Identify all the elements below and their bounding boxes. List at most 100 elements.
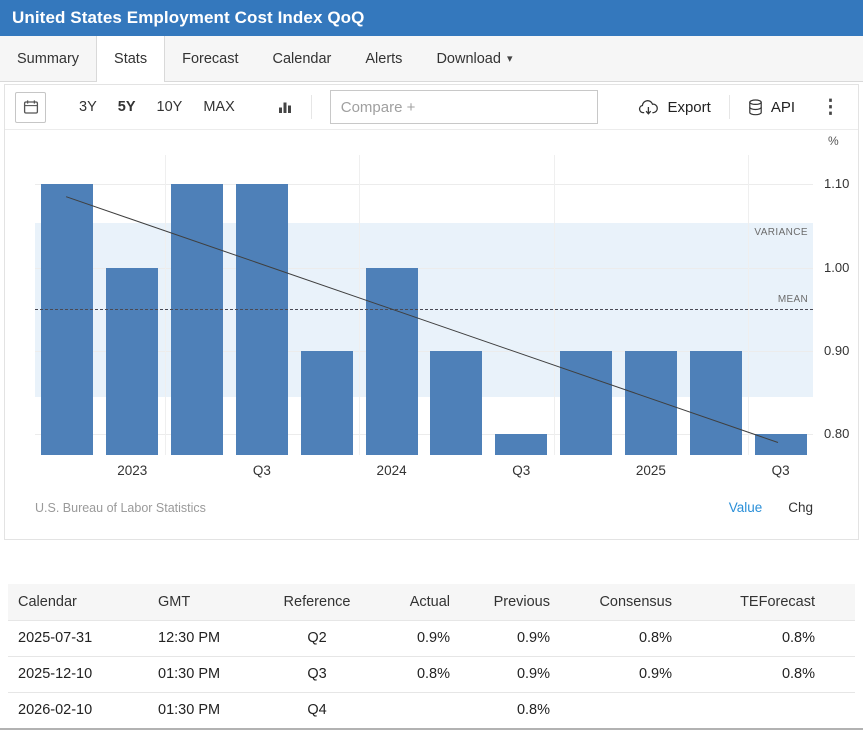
tab-calendar[interactable]: Calendar: [272, 50, 332, 67]
table-cell: 01:30 PM: [158, 666, 221, 682]
column-header-reference: Reference: [266, 584, 368, 620]
chart-bar[interactable]: [560, 350, 612, 455]
range-5y[interactable]: 5Y: [117, 99, 136, 115]
table-cell: 2025-12-10: [18, 666, 93, 682]
table-cell: [368, 692, 460, 728]
column-header-teforecast: TEForecast: [682, 584, 855, 620]
table-cell: 0.9%: [516, 666, 550, 682]
chart-legend: Value Chg: [729, 500, 813, 515]
chart-plot: VARIANCE MEAN % 2023 Q3 2024 Q3 2025 Q3 1.10 1.…: [35, 134, 849, 478]
v-gridline: [748, 155, 750, 455]
table-row[interactable]: 2025-12-10 01:30 PM Q3 0.8% 0.9% 0.9% 0.8%: [8, 656, 855, 692]
variance-label: VARIANCE: [754, 227, 808, 239]
calendar-table: Calendar GMT Reference Actual Previous Consen…: [8, 584, 855, 728]
api-label: API: [770, 98, 795, 116]
table-cell: 0.8%: [638, 630, 672, 646]
table-body: 2025-07-31 12:30 PM Q2 0.9% 0.9% 0.8% 0.8% 2025…: [8, 620, 855, 728]
x-axis-label: 2025: [635, 463, 666, 478]
chart-bar[interactable]: [365, 267, 418, 455]
api-button[interactable]: API: [748, 99, 795, 116]
calendar-table-section: Calendar GMT Reference Actual Previous Consen…: [8, 584, 855, 728]
tab-download[interactable]: Download ▾: [419, 36, 529, 81]
table-cell: Q3: [307, 666, 327, 682]
mean-line: [35, 309, 813, 311]
app-header: United States Employment Cost Index QoQ: [0, 0, 863, 36]
v-gridline: [359, 155, 361, 455]
chart-bar[interactable]: [754, 434, 807, 455]
chart-panel: 3Y 5Y 10Y MAX Export: [4, 84, 859, 540]
table-cell: 0.8%: [781, 666, 815, 682]
table-cell: 0.8%: [781, 630, 815, 646]
chart-source: U.S. Bureau of Labor Statistics: [35, 500, 206, 515]
chart-bar[interactable]: [300, 350, 353, 455]
chart-toolbar: 3Y 5Y 10Y MAX Export: [5, 85, 858, 130]
table-cell: 2025-07-31: [18, 630, 93, 646]
table-cell: 0.8%: [416, 666, 450, 682]
chart-bar[interactable]: [106, 267, 159, 455]
v-gridline: [164, 155, 166, 455]
export-button[interactable]: Export: [638, 98, 711, 116]
chart-type-button[interactable]: [277, 99, 293, 115]
table-cell: 0.8%: [516, 702, 550, 719]
table-row[interactable]: 2025-07-31 12:30 PM Q2 0.9% 0.9% 0.8% 0.8%: [8, 620, 855, 656]
legend-chg[interactable]: Chg: [788, 500, 813, 515]
range-3y[interactable]: 3Y: [79, 99, 97, 115]
y-axis-label: 0.90: [824, 342, 850, 358]
table-cell: 12:30 PM: [158, 630, 221, 646]
range-max[interactable]: MAX: [203, 99, 235, 115]
tab-download-label: Download: [436, 50, 501, 67]
chart-bar[interactable]: [624, 350, 677, 455]
chart-bar[interactable]: [41, 184, 94, 455]
column-header-calendar: Calendar: [8, 584, 148, 620]
chevron-down-icon: ▾: [506, 53, 513, 65]
x-axis-label: Q3: [512, 463, 531, 478]
tab-stats[interactable]: Stats: [97, 36, 166, 82]
table-row[interactable]: 2026-02-10 01:30 PM Q4 0.8%: [8, 692, 855, 728]
chart-bar[interactable]: [430, 350, 483, 455]
chart-bar[interactable]: [495, 434, 548, 455]
x-axis-label: 2024: [376, 463, 407, 478]
bar-chart-icon: [278, 102, 291, 113]
y-axis-label: 1.00: [824, 259, 850, 275]
y-axis-label: 1.10: [824, 176, 850, 192]
h-gridline: [35, 184, 813, 186]
bottom-divider: [0, 728, 863, 730]
chart-bar[interactable]: [689, 350, 742, 455]
table-cell: Q4: [307, 702, 327, 719]
v-gridline: [553, 155, 555, 455]
table-cell: 0.9%: [416, 630, 450, 646]
table-header-row: Calendar GMT Reference Actual Previous Consen…: [8, 584, 855, 620]
more-options-button[interactable]: ⋮: [821, 96, 840, 118]
tab-alerts[interactable]: Alerts: [365, 50, 403, 67]
range-10y[interactable]: 10Y: [156, 99, 183, 115]
calendar-range-button[interactable]: [15, 91, 46, 123]
x-axis-label: 2023: [117, 463, 148, 478]
export-label: Export: [667, 98, 711, 116]
column-header-gmt: GMT: [148, 584, 266, 620]
table-cell: 01:30 PM: [158, 702, 221, 719]
range-buttons: 3Y 5Y 10Y MAX: [79, 99, 235, 115]
database-icon: [749, 98, 762, 115]
legend-value[interactable]: Value: [728, 500, 763, 515]
table-cell: Q2: [307, 630, 327, 646]
chart-footer: U.S. Bureau of Labor Statistics Value Ch…: [35, 500, 813, 539]
cloud-download-icon: [639, 99, 659, 115]
table-cell: 0.9%: [638, 666, 672, 682]
compare-input[interactable]: [329, 90, 598, 124]
table-cell: 0.9%: [516, 630, 550, 646]
mean-label: MEAN: [777, 294, 808, 306]
table-cell: [682, 692, 855, 728]
table-cell: [560, 692, 682, 728]
page-title: United States Employment Cost Index QoQ: [12, 8, 365, 27]
toolbar-divider: [728, 95, 730, 119]
chart-bar[interactable]: [235, 184, 288, 455]
calendar-icon: [23, 100, 38, 114]
toolbar-divider: [310, 95, 312, 119]
column-header-consensus: Consensus: [560, 584, 682, 620]
x-axis-label: Q3: [771, 463, 790, 478]
chart: VARIANCE MEAN % 2023 Q3 2024 Q3 2025 Q3 1.10 1.…: [5, 130, 858, 539]
table-cell: 2026-02-10: [18, 702, 93, 719]
chart-bar[interactable]: [171, 184, 223, 455]
tab-forecast[interactable]: Forecast: [182, 50, 239, 67]
tab-summary[interactable]: Summary: [0, 36, 98, 81]
